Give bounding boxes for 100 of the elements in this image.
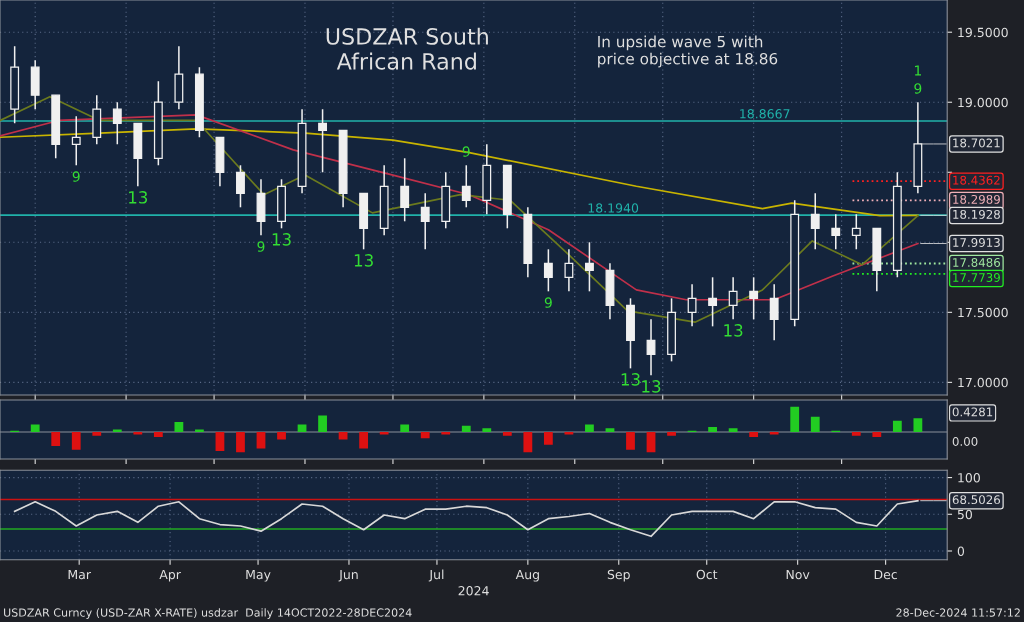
annotation: 13	[621, 373, 640, 386]
x-tick-label: Oct	[696, 569, 718, 580]
bar	[51, 432, 61, 446]
x-axis-title: 2024	[458, 586, 489, 596]
bar	[318, 415, 327, 433]
annotation: 17.9913	[953, 238, 1000, 247]
ref-line-label: 17.8486	[953, 258, 1001, 267]
x-tick-label: May	[246, 569, 271, 582]
bar	[153, 432, 163, 438]
bar	[482, 428, 492, 433]
candlestick	[749, 276, 759, 321]
y-tick-label: 50	[957, 509, 972, 520]
bar	[872, 432, 882, 438]
annotation: 9	[257, 241, 265, 252]
bar	[236, 432, 245, 453]
bar	[728, 428, 738, 433]
candlestick	[646, 318, 656, 377]
text: 0.4281	[952, 407, 993, 417]
ref-line-label: 18.1940	[588, 203, 639, 213]
y-tick-label: 19.5000	[958, 27, 1008, 38]
annotation: 1	[914, 65, 922, 76]
y-tick-label: 100	[958, 473, 980, 483]
bar	[338, 432, 348, 440]
bar	[71, 432, 81, 450]
annotation: In upside wave 5 with price objective at 18.86	[598, 35, 778, 68]
bar	[564, 432, 574, 435]
bar	[441, 432, 451, 435]
bar	[133, 432, 143, 435]
annotation: 13	[724, 324, 743, 337]
bar	[523, 432, 533, 453]
x-tick-label: Mar	[68, 569, 91, 580]
candlestick	[461, 164, 471, 209]
bar	[605, 428, 615, 433]
bar	[359, 432, 369, 449]
x-tick-label: Aug	[515, 569, 539, 582]
candlestick	[769, 283, 779, 342]
candlestick	[112, 101, 122, 146]
text: 28-Dec-2024 11:57:12	[896, 608, 1020, 617]
x-tick-label: Dec	[874, 569, 897, 580]
candlestick	[831, 213, 841, 251]
candlestick	[728, 276, 738, 321]
candlestick	[400, 157, 410, 223]
bar	[667, 432, 676, 436]
y-tick-label: 17.5000	[958, 307, 1008, 318]
bar	[297, 424, 307, 433]
annotation: 18.7021	[953, 138, 1000, 148]
bar	[30, 424, 40, 433]
annotation: 9	[544, 297, 552, 308]
bar	[708, 426, 717, 433]
ref-line-label: 18.2989	[953, 194, 1000, 204]
line-series	[0, 128, 919, 217]
bar	[892, 420, 902, 433]
candlestick	[810, 192, 820, 251]
bar	[502, 432, 512, 436]
y-tick-label: 17.0000	[958, 377, 1008, 388]
annotation: 9	[72, 171, 80, 182]
bar	[379, 432, 389, 435]
bar	[626, 432, 635, 450]
bar	[215, 432, 225, 451]
candlestick	[851, 213, 861, 251]
bar	[420, 432, 430, 439]
x-tick-label: Jul	[428, 569, 444, 582]
ref-line-label: 18.8667	[740, 109, 790, 119]
text: USDZAR Curncy (USD-ZAR X-RATE) usdzar Daily 14OCT2022-28DEC2024	[4, 608, 412, 619]
bar	[543, 432, 553, 445]
bar	[851, 432, 861, 436]
ref-line-label: 17.7739	[953, 273, 1000, 282]
annotation: 13	[354, 254, 373, 267]
y-tick-label: 0	[957, 546, 965, 556]
x-tick-label: Sep	[607, 569, 630, 582]
ref-line-label: 18.4362	[953, 175, 1000, 185]
annotation: 13	[272, 233, 291, 246]
x-tick-label: Apr	[159, 569, 181, 582]
candlestick	[708, 276, 718, 328]
bar	[195, 429, 204, 433]
text: 0.00	[952, 436, 978, 446]
annotation: 68.5026	[952, 495, 1001, 505]
bar	[913, 418, 923, 433]
x-tick-label: Nov	[786, 569, 810, 580]
bar	[646, 432, 656, 453]
candlestick	[687, 283, 697, 328]
bar	[174, 421, 184, 433]
bar	[749, 432, 759, 438]
annotation: 9	[914, 83, 922, 94]
candlestick	[564, 248, 574, 293]
candlestick	[318, 108, 328, 174]
candlestick	[543, 248, 553, 293]
bar	[112, 429, 122, 433]
bar	[461, 425, 471, 433]
bar	[277, 432, 286, 440]
x-tick-label: Jun	[338, 569, 358, 582]
bar	[769, 432, 779, 435]
bar	[400, 424, 410, 433]
y-tick-label: 19.0000	[958, 97, 1008, 108]
text: USDZAR South African Rand	[326, 27, 488, 70]
bar	[92, 432, 102, 436]
annotation: 13	[642, 380, 661, 393]
bar	[810, 416, 820, 433]
candlestick	[236, 164, 245, 209]
annotation: 13	[129, 191, 148, 204]
